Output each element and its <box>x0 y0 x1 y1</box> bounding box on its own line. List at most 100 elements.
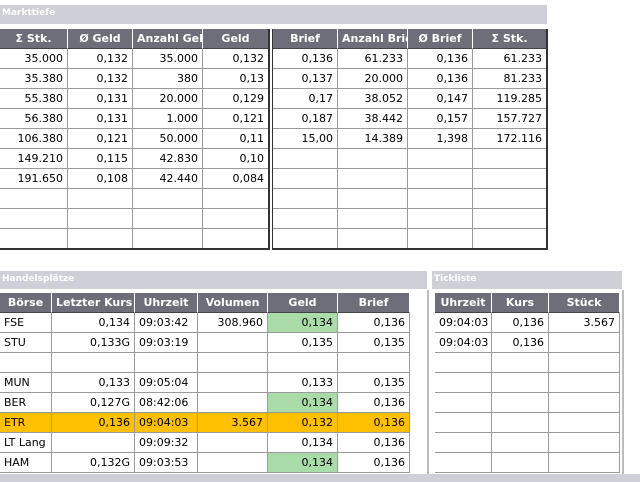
column-header: Σ Stk. <box>0 29 68 49</box>
table-cell: 35.000 <box>133 49 203 69</box>
empty-cell <box>0 209 68 229</box>
table-frame <box>0 29 270 250</box>
empty-cell <box>435 413 492 433</box>
table-cell: 0,17 <box>273 89 338 109</box>
table-cell: 0,187 <box>273 109 338 129</box>
section-title: Tickliste <box>432 271 622 289</box>
table-cell: 0,131 <box>68 89 133 109</box>
table-cell: 0,132 <box>68 69 133 89</box>
table-cell: 0,108 <box>68 169 133 189</box>
table-cell: MUN <box>0 373 52 393</box>
table-cell: 15,00 <box>273 129 338 149</box>
table-cell: 0,136 <box>273 49 338 69</box>
table-cell: 09:03:42 <box>135 313 198 333</box>
table-cell: 14.389 <box>338 129 408 149</box>
table-cell: 0,136 <box>52 413 135 433</box>
empty-cell <box>435 453 492 473</box>
table-cell: 0,127G <box>52 393 135 413</box>
table-cell: 0,157 <box>408 109 473 129</box>
empty-cell <box>549 373 620 393</box>
column-header: Ø Geld <box>68 29 133 49</box>
table-cell: 0,136 <box>408 49 473 69</box>
table-cell: 09:03:53 <box>135 453 198 473</box>
column-header: Uhrzeit <box>135 293 198 313</box>
empty-cell <box>198 453 268 473</box>
table-cell: 119.285 <box>473 89 547 109</box>
empty-cell <box>549 433 620 453</box>
table-cell: 0,136 <box>338 433 410 453</box>
empty-cell <box>273 189 338 209</box>
empty-cell <box>338 353 410 373</box>
table-cell: 191.650 <box>0 169 68 189</box>
table-cell: 0,134 <box>268 393 338 413</box>
table-cell: 0,134 <box>268 313 338 333</box>
table-cell: 81.233 <box>473 69 547 89</box>
empty-cell <box>408 189 473 209</box>
empty-cell <box>0 189 68 209</box>
empty-cell <box>273 209 338 229</box>
column-header: Geld <box>268 293 338 313</box>
table-cell: 09:04:03 <box>435 313 492 333</box>
table-cell: 0,132 <box>268 413 338 433</box>
empty-cell <box>435 353 492 373</box>
section-title: Markttiefe <box>0 5 547 24</box>
empty-cell <box>273 149 338 169</box>
table-cell: 308.960 <box>198 313 268 333</box>
table-cell: 0,136 <box>408 69 473 89</box>
empty-cell <box>435 433 492 453</box>
table-cell: 0,121 <box>203 109 269 129</box>
empty-cell <box>492 393 549 413</box>
table-cell: 0,147 <box>408 89 473 109</box>
table-cell: 3.567 <box>198 413 268 433</box>
table-cell: 0,135 <box>338 373 410 393</box>
table-cell: 0,133 <box>268 373 338 393</box>
empty-cell <box>435 393 492 413</box>
table-cell: 35.000 <box>0 49 68 69</box>
column-header: Σ Stk. <box>473 29 547 49</box>
table-frame <box>272 29 548 250</box>
table-cell: 38.052 <box>338 89 408 109</box>
empty-cell <box>52 433 135 453</box>
table-cell: BER <box>0 393 52 413</box>
empty-cell <box>68 189 133 209</box>
empty-cell <box>268 353 338 373</box>
empty-cell <box>68 209 133 229</box>
table-cell: 0,136 <box>338 393 410 413</box>
table-cell: 42.440 <box>133 169 203 189</box>
table-cell: 09:04:03 <box>135 413 198 433</box>
table-cell: 50.000 <box>133 129 203 149</box>
empty-cell <box>492 453 549 473</box>
table-cell: 38.442 <box>338 109 408 129</box>
empty-cell <box>492 353 549 373</box>
table-cell: 0,10 <box>203 149 269 169</box>
empty-cell <box>135 353 198 373</box>
table-cell: ETR <box>0 413 52 433</box>
empty-cell <box>492 373 549 393</box>
table-cell: 0,134 <box>268 433 338 453</box>
table-cell: 0,137 <box>273 69 338 89</box>
empty-cell <box>198 333 268 353</box>
column-header: Stück <box>549 293 620 313</box>
empty-cell <box>0 353 52 373</box>
column-header: Brief <box>338 293 410 313</box>
column-header: Anzahl Brief <box>338 29 408 49</box>
table-cell: 42.830 <box>133 149 203 169</box>
table-cell: STU <box>0 333 52 353</box>
table-cell: 0,132 <box>203 49 269 69</box>
table-cell: 0,135 <box>338 333 410 353</box>
table-cell: 08:42:06 <box>135 393 198 413</box>
empty-cell <box>198 353 268 373</box>
table-cell: 157.727 <box>473 109 547 129</box>
table-cell: LT Lang <box>0 433 52 453</box>
table-cell: 1,398 <box>408 129 473 149</box>
empty-cell <box>549 453 620 473</box>
table-cell: 0,136 <box>492 313 549 333</box>
table-cell: 3.567 <box>549 313 620 333</box>
table-cell: 0,133G <box>52 333 135 353</box>
column-header: Anzahl Geld <box>133 29 203 49</box>
table-cell: 0,132G <box>52 453 135 473</box>
status-bar <box>0 474 640 482</box>
table-cell: 0,121 <box>68 129 133 149</box>
table-cell: FSE <box>0 313 52 333</box>
